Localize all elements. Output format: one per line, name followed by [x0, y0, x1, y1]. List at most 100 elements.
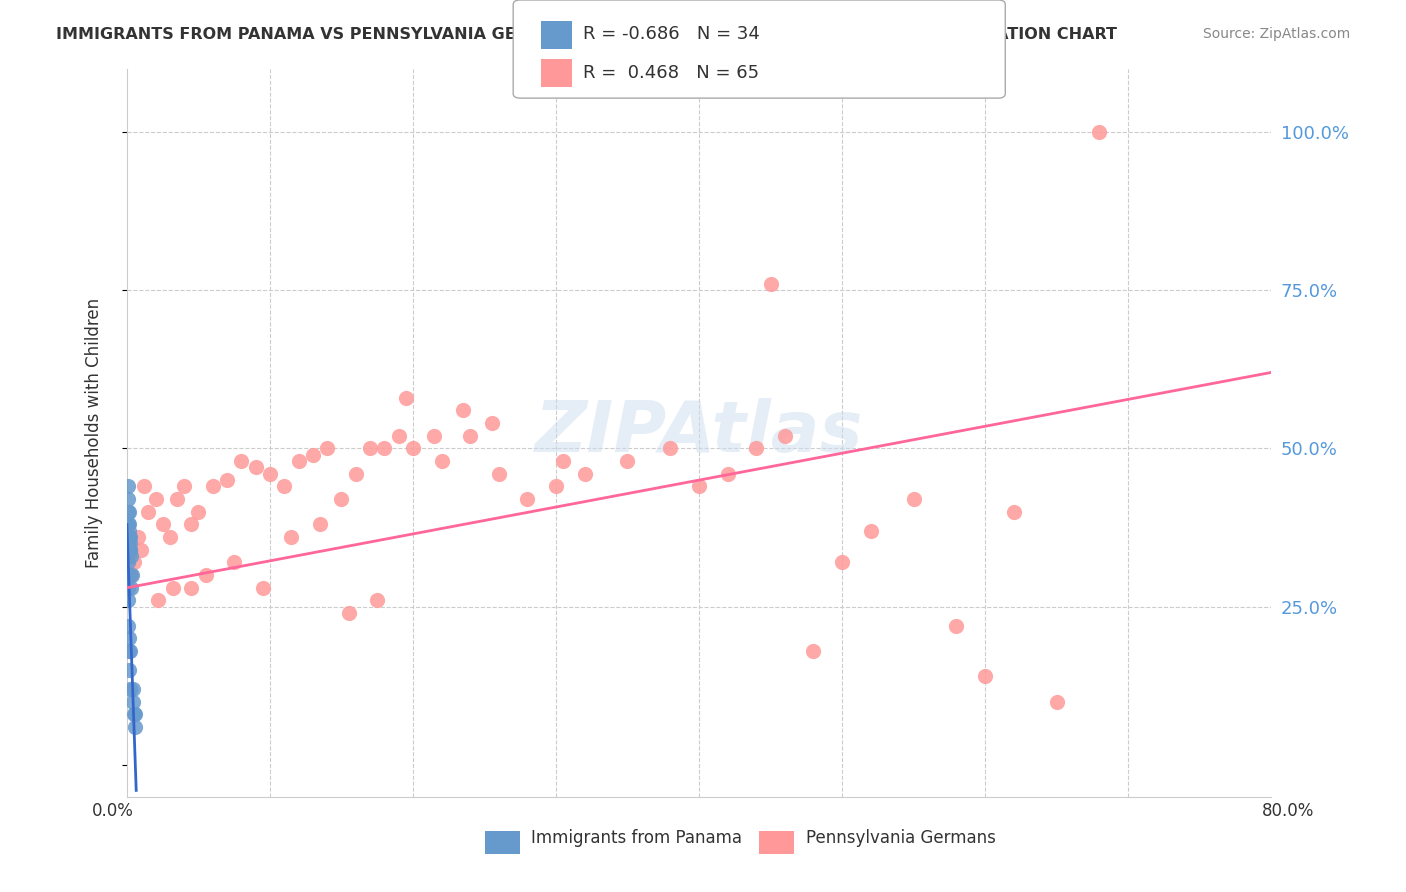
- Point: [287, 454, 309, 468]
- Point: [117, 505, 139, 519]
- Point: [231, 454, 253, 468]
- Text: R =  0.468   N = 65: R = 0.468 N = 65: [583, 64, 759, 82]
- Point: [120, 568, 142, 582]
- Point: [201, 479, 224, 493]
- Point: [974, 669, 997, 683]
- Point: [717, 467, 740, 481]
- Point: [759, 277, 782, 291]
- Point: [803, 644, 825, 658]
- Point: [259, 467, 281, 481]
- Point: [215, 473, 238, 487]
- Point: [122, 707, 145, 722]
- Point: [117, 556, 139, 570]
- Point: [127, 530, 149, 544]
- Point: [117, 517, 139, 532]
- Point: [121, 695, 143, 709]
- Point: [423, 429, 446, 443]
- Point: [117, 505, 139, 519]
- Point: [118, 542, 141, 557]
- Point: [574, 467, 596, 481]
- Point: [388, 429, 411, 443]
- Point: [402, 442, 425, 456]
- Point: [117, 492, 139, 507]
- Point: [187, 505, 209, 519]
- Text: IMMIGRANTS FROM PANAMA VS PENNSYLVANIA GERMAN FAMILY HOUSEHOLDS WITH CHILDREN CO: IMMIGRANTS FROM PANAMA VS PENNSYLVANIA G…: [56, 27, 1118, 42]
- Text: Immigrants from Panama: Immigrants from Panama: [531, 829, 742, 847]
- Point: [903, 492, 925, 507]
- Point: [118, 530, 141, 544]
- Point: [121, 568, 143, 582]
- Point: [180, 517, 202, 532]
- Point: [117, 619, 139, 633]
- Point: [132, 479, 155, 493]
- Point: [224, 556, 246, 570]
- Point: [117, 517, 139, 532]
- Point: [117, 644, 139, 658]
- Point: [516, 492, 538, 507]
- Point: [458, 429, 481, 443]
- Point: [117, 581, 139, 595]
- Point: [553, 454, 575, 468]
- Point: [945, 619, 967, 633]
- Point: [120, 682, 142, 697]
- Point: [252, 581, 274, 595]
- Point: [616, 454, 638, 468]
- Point: [488, 467, 510, 481]
- Point: [659, 442, 682, 456]
- Point: [344, 467, 367, 481]
- Point: [544, 479, 567, 493]
- Point: [316, 442, 339, 456]
- Point: [451, 403, 474, 417]
- Point: [831, 556, 853, 570]
- Point: [180, 581, 202, 595]
- Point: [330, 492, 353, 507]
- Point: [194, 568, 217, 582]
- Y-axis label: Family Households with Children: Family Households with Children: [86, 298, 103, 567]
- Text: Source: ZipAtlas.com: Source: ZipAtlas.com: [1202, 27, 1350, 41]
- Point: [1002, 505, 1025, 519]
- Point: [124, 707, 146, 722]
- Point: [745, 442, 768, 456]
- Point: [366, 593, 388, 607]
- Point: [309, 517, 332, 532]
- Point: [120, 568, 142, 582]
- Point: [118, 663, 141, 677]
- Point: [120, 536, 142, 550]
- Point: [359, 442, 381, 456]
- Point: [117, 536, 139, 550]
- Point: [337, 606, 360, 620]
- Point: [120, 644, 142, 658]
- Point: [118, 530, 141, 544]
- Point: [1088, 125, 1111, 139]
- Point: [245, 460, 267, 475]
- Point: [118, 524, 141, 538]
- Point: [395, 391, 418, 405]
- Point: [688, 479, 710, 493]
- Point: [118, 517, 141, 532]
- Point: [117, 479, 139, 493]
- Point: [1045, 695, 1067, 709]
- Point: [166, 492, 188, 507]
- Point: [773, 429, 796, 443]
- Text: 0.0%: 0.0%: [91, 802, 134, 820]
- Point: [273, 479, 295, 493]
- Point: [122, 556, 145, 570]
- Point: [145, 492, 167, 507]
- Point: [152, 517, 174, 532]
- Point: [859, 524, 882, 538]
- Point: [118, 530, 141, 544]
- Point: [117, 517, 139, 532]
- Point: [121, 682, 143, 697]
- Point: [302, 448, 325, 462]
- Point: [430, 454, 453, 468]
- Point: [148, 593, 170, 607]
- Point: [173, 479, 195, 493]
- Text: Pennsylvania Germans: Pennsylvania Germans: [806, 829, 995, 847]
- Point: [129, 542, 152, 557]
- Point: [124, 720, 146, 734]
- Point: [138, 505, 160, 519]
- Point: [120, 549, 142, 563]
- Text: R = -0.686   N = 34: R = -0.686 N = 34: [583, 25, 761, 43]
- Text: ZIPAtlas: ZIPAtlas: [534, 398, 863, 467]
- Point: [118, 632, 141, 646]
